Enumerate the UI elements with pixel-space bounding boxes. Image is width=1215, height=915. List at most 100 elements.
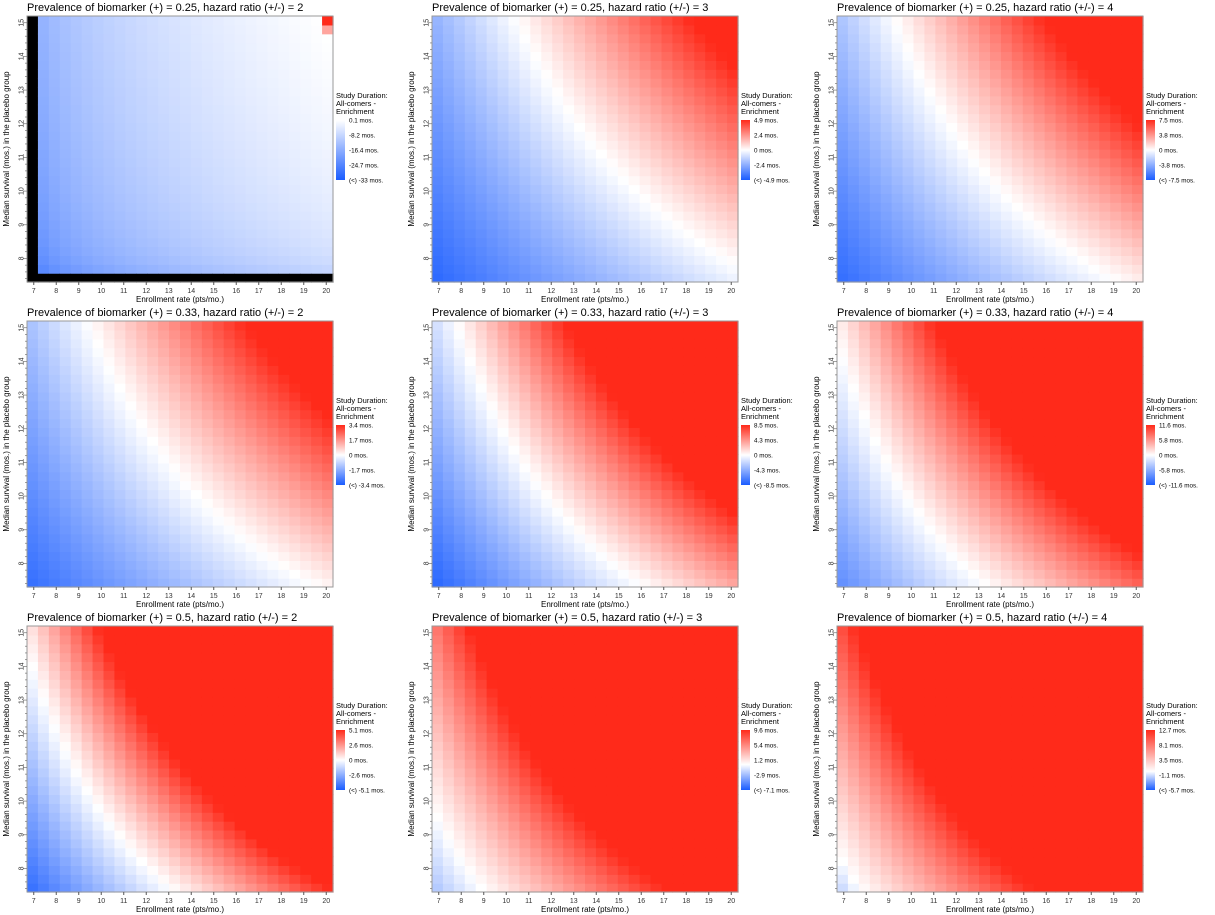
heatmap-cell (650, 122, 663, 132)
heatmap-cell (190, 516, 203, 526)
heatmap-cell (924, 175, 936, 186)
heatmap-cell (180, 24, 192, 35)
heatmap-cell (1055, 211, 1068, 221)
heatmap-cell (672, 228, 684, 239)
heatmap-cell (486, 86, 499, 97)
heatmap-cell (595, 542, 608, 553)
heatmap-cell (103, 86, 116, 97)
heatmap-cell (519, 445, 531, 455)
heatmap-cell (902, 255, 915, 265)
heatmap-cell (37, 418, 50, 428)
heatmap-cell (552, 193, 564, 203)
heatmap-cell (322, 436, 334, 446)
heatmap-cell (1000, 255, 1013, 265)
heatmap-cell (1132, 211, 1144, 221)
heatmap-cell (639, 157, 652, 168)
heatmap-cell (617, 338, 630, 349)
heatmap-cell (114, 560, 126, 570)
heatmap-cell (169, 569, 181, 579)
heatmap-cell (1044, 78, 1057, 88)
heatmap-cell (1132, 166, 1144, 177)
heatmap-cell (136, 569, 148, 579)
heatmap-cell (27, 321, 39, 331)
heatmap-cell (147, 329, 159, 340)
heatmap-cell (1088, 140, 1100, 150)
y-tick-label: 15 (424, 19, 431, 27)
heatmap-cell (508, 524, 521, 535)
heatmap-cell (103, 51, 116, 61)
heatmap-cell (727, 560, 739, 570)
heatmap-cell (125, 184, 137, 194)
heatmap-cell (1121, 131, 1133, 141)
heatmap-cell (1044, 149, 1057, 159)
heatmap-cell (858, 184, 871, 194)
heatmap-cell (530, 551, 542, 561)
heatmap-cell (628, 383, 641, 393)
heatmap-cell (694, 498, 706, 508)
heatmap-cell (37, 383, 50, 393)
heatmap-cell (125, 507, 137, 517)
heatmap-cell (486, 516, 499, 526)
heatmap-cell (300, 211, 312, 221)
heatmap-cell (1022, 95, 1035, 106)
heatmap-cell (606, 365, 619, 375)
heatmap-cell (1055, 184, 1068, 194)
heatmap-cell (585, 193, 597, 203)
heatmap-cell (705, 16, 717, 26)
heatmap-cell (519, 228, 531, 239)
heatmap-cell (946, 149, 958, 159)
heatmap-cell (114, 347, 126, 358)
heatmap-cell (957, 533, 969, 544)
heatmap-cell (125, 78, 137, 88)
heatmap-cell (639, 533, 652, 544)
heatmap-svg: 7 8 9 10 11 12 13 14 15 16 17 18 19 2089101112131415E… (2, 320, 388, 609)
heatmap-cell (661, 329, 674, 340)
heatmap-cell (902, 551, 915, 561)
heatmap-cell (946, 542, 958, 553)
heatmap-cell (924, 542, 936, 553)
heatmap-cell (464, 184, 477, 194)
heatmap-cell (300, 273, 312, 283)
heatmap-cell (92, 338, 105, 349)
heatmap-cell (278, 507, 290, 517)
heatmap-cell (114, 131, 126, 141)
heatmap-cell (563, 374, 575, 384)
y-tick-label: 14 (19, 52, 26, 60)
heatmap-cell (968, 264, 980, 274)
heatmap-cell (289, 113, 301, 123)
heatmap-cell (27, 498, 39, 508)
heatmap-cell (278, 454, 290, 464)
heatmap-cell (147, 113, 159, 123)
heatmap-cell (223, 436, 236, 446)
heatmap-cell (322, 51, 334, 61)
heatmap-cell (606, 104, 619, 115)
heatmap-cell (891, 436, 904, 446)
y-tick-label: 10 (829, 187, 836, 195)
heatmap-cell (267, 578, 279, 588)
heatmap-cell (902, 69, 915, 79)
heatmap-cell (968, 95, 980, 106)
heatmap-cell (59, 86, 72, 97)
heatmap-cell (869, 16, 882, 26)
heatmap-cell (935, 480, 947, 491)
heatmap-cell (245, 489, 258, 499)
heatmap-cell (442, 202, 455, 212)
heatmap-cell (705, 533, 717, 544)
heatmap-cell (300, 383, 312, 393)
heatmap-cell (508, 533, 521, 544)
heatmap-cell (169, 329, 181, 340)
heatmap-cell (946, 175, 958, 186)
heatmap-cell (190, 122, 203, 132)
heatmap-cell (442, 445, 455, 455)
heatmap-cell (858, 237, 871, 248)
heatmap-cell (92, 149, 105, 159)
heatmap-cell (180, 16, 192, 26)
heatmap-cell (234, 471, 247, 482)
heatmap-cell (891, 427, 904, 437)
heatmap-cell (59, 219, 72, 230)
heatmap-cell (300, 33, 312, 44)
heatmap-cell (847, 445, 860, 455)
heatmap-cell (322, 211, 334, 221)
heatmap-cell (1033, 33, 1046, 44)
heatmap-cell (869, 157, 882, 168)
